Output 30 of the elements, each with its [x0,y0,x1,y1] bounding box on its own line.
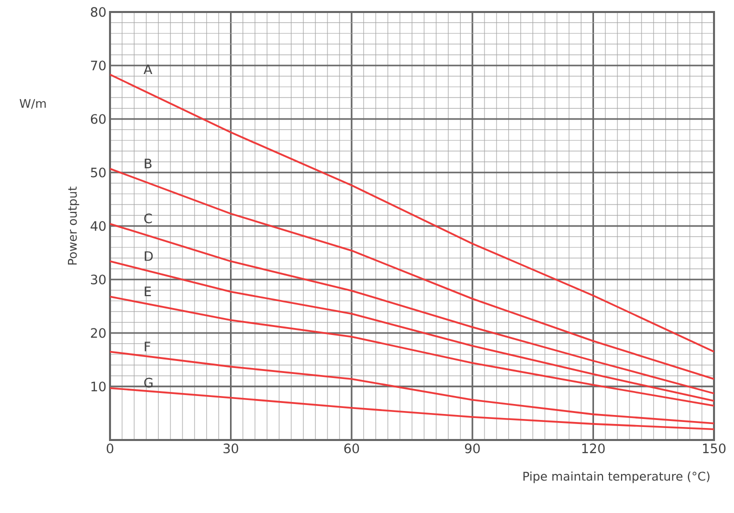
x-tick-label: 30 [224,444,238,454]
y-tick-label: 80 [90,7,106,17]
series-label: G [144,378,152,388]
x-tick-label: 120 [582,444,605,454]
x-axis-title: Pipe maintain temperature (°C) [523,472,710,484]
x-tick-label: 90 [464,444,480,454]
line-series [109,387,715,430]
y-tick-label: 10 [91,382,106,392]
y-tick-label: 20 [90,328,106,338]
y-tick-label: 70 [91,60,106,70]
x-tick-label: 60 [344,444,359,454]
x-tick-label: 0 [106,444,114,454]
y-tick-label: 40 [90,221,106,231]
series-label: B [144,158,152,168]
series-label: A [144,64,152,74]
line-series [109,296,715,407]
y-tick-label: 50 [91,168,106,178]
text: W/m [20,99,46,109]
y-tick-label: 60 [90,114,106,124]
line-series [109,222,715,394]
series-label: F [144,342,150,352]
series-label: E [144,286,151,296]
x-tick-label: 150 [703,444,726,454]
series-label: D [144,251,153,261]
y-axis-title: Power output [68,186,80,265]
line-series [109,74,715,353]
line-series [109,350,715,424]
series-label: C [144,214,152,224]
line-series [109,260,715,402]
y-tick-label: 30 [90,274,106,284]
